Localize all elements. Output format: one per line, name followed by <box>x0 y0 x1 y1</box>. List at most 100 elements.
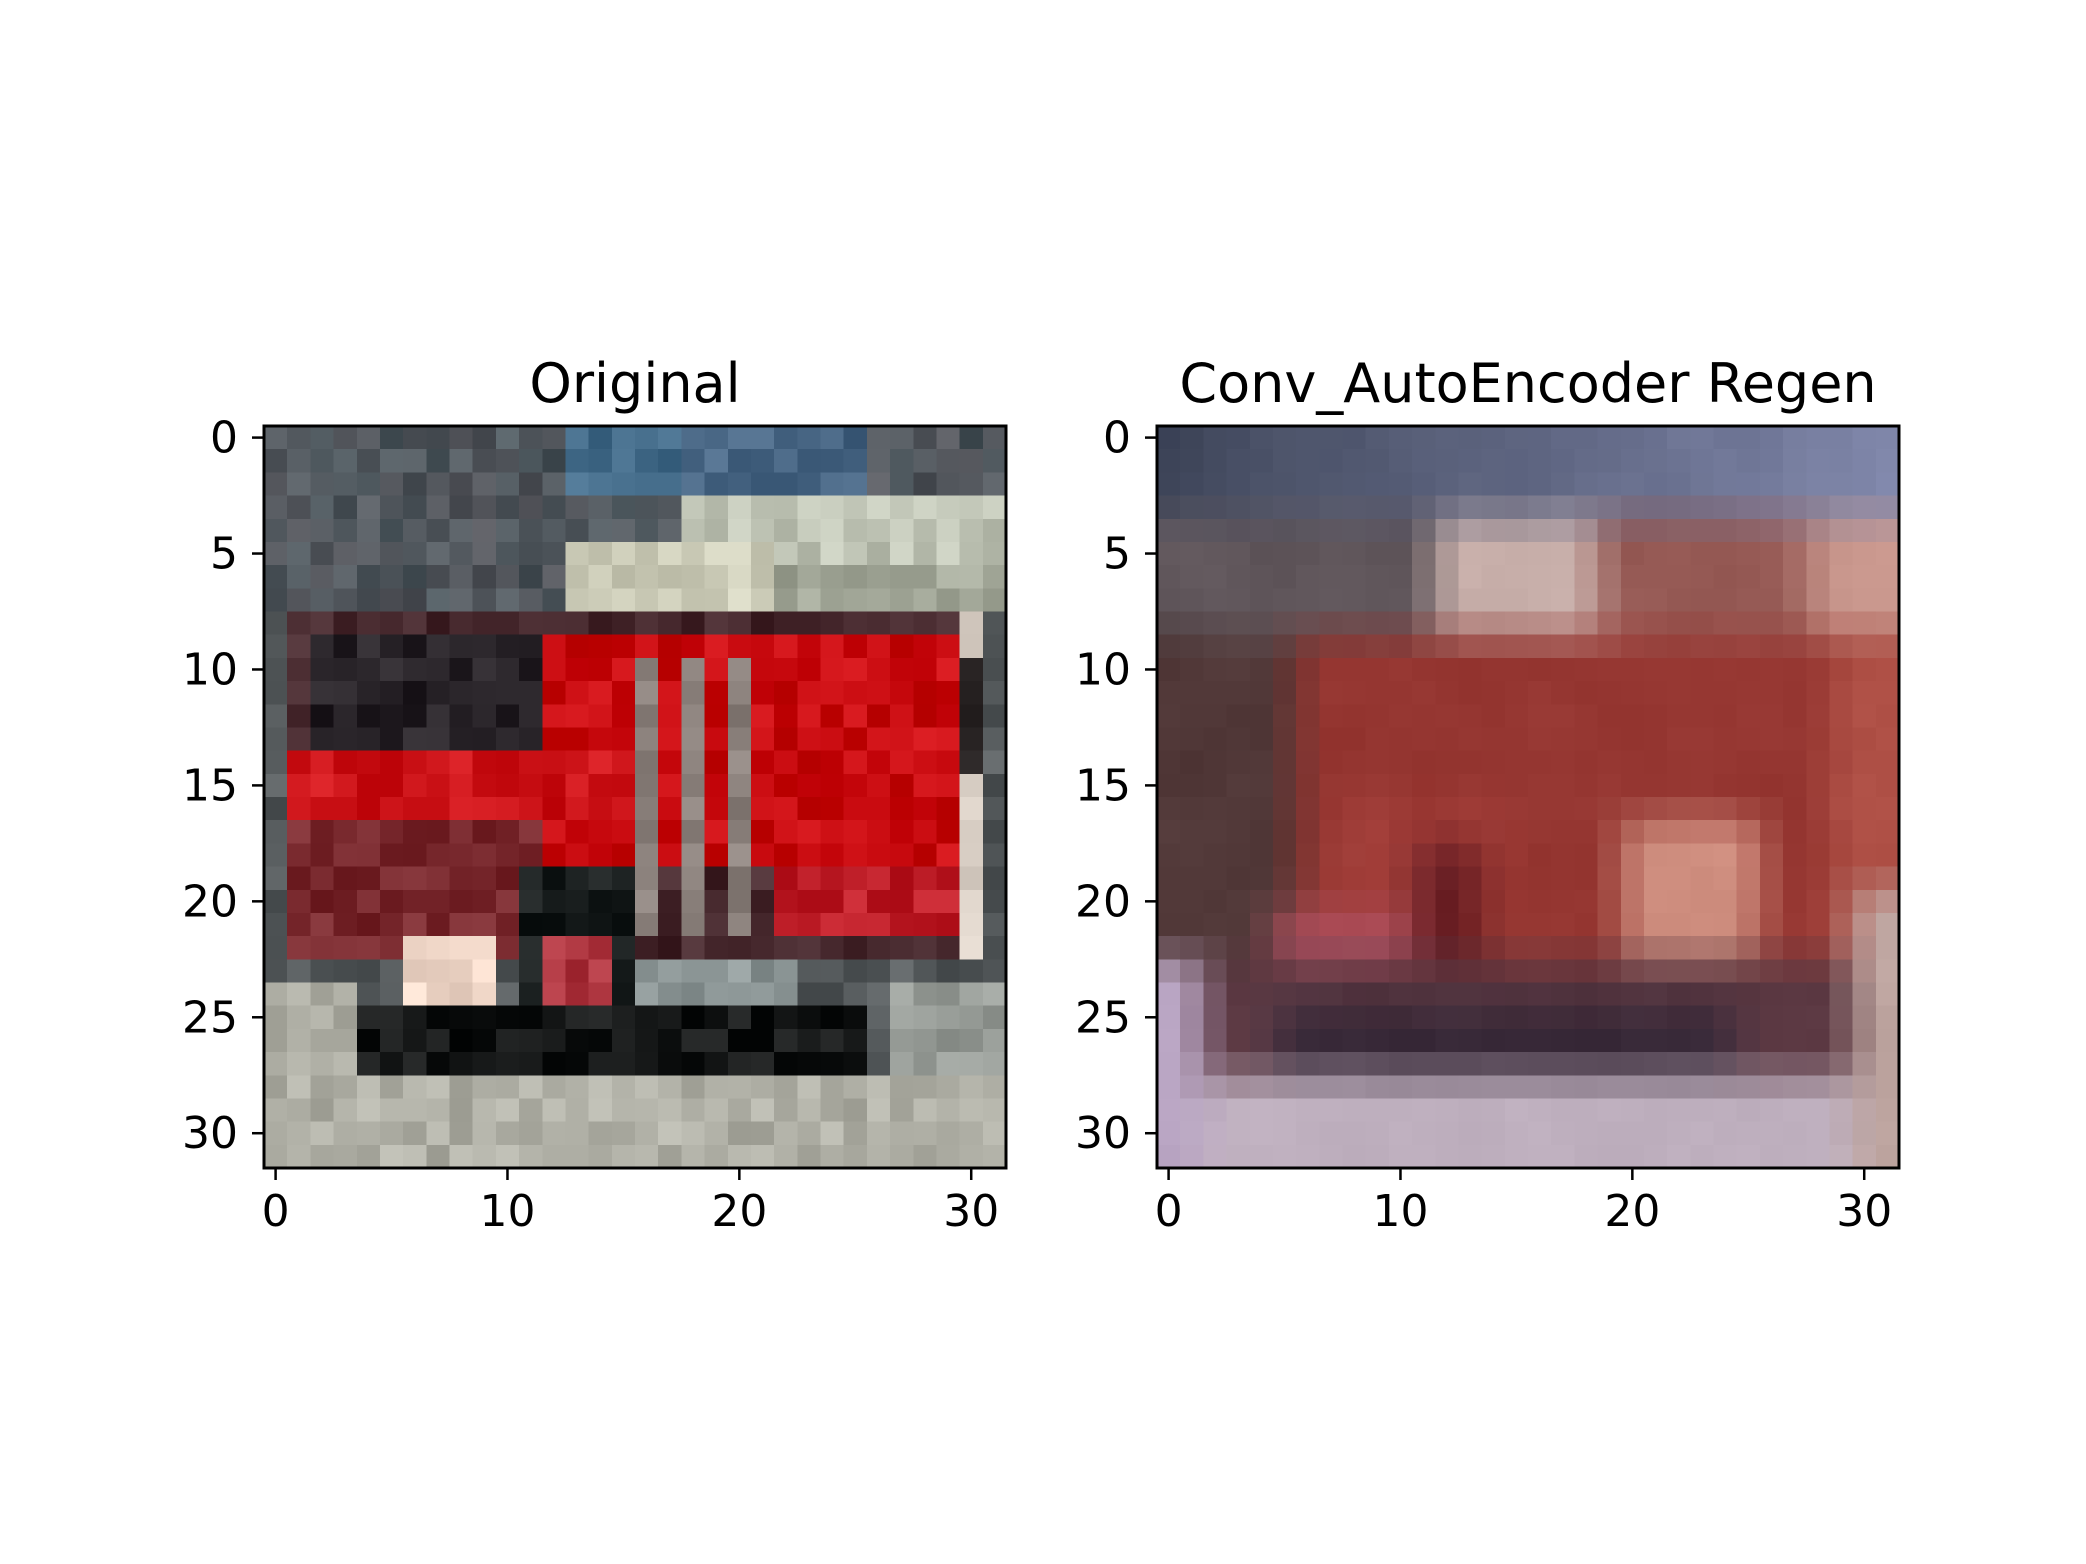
pixel <box>356 634 381 659</box>
pixel <box>1806 541 1831 566</box>
pixel <box>1551 866 1575 891</box>
pixel <box>936 472 961 497</box>
pixel <box>1481 472 1506 497</box>
pixel <box>1597 704 1622 729</box>
pixel <box>1736 704 1761 729</box>
pixel <box>1875 565 1900 589</box>
pixel <box>1388 727 1413 752</box>
pixel <box>356 866 381 891</box>
pixel <box>1365 495 1390 520</box>
pixel <box>1481 1121 1506 1146</box>
pixel <box>727 472 752 497</box>
pixel <box>1296 773 1320 798</box>
pixel <box>356 773 381 798</box>
pixel <box>1806 565 1831 589</box>
pixel <box>611 704 636 729</box>
pixel <box>1852 750 1877 775</box>
pixel <box>1551 704 1575 729</box>
y-tick-label: 0 <box>210 413 238 464</box>
pixel <box>704 518 729 543</box>
pixel <box>287 1005 311 1030</box>
pixel <box>542 889 567 914</box>
pixel <box>843 472 868 497</box>
pixel <box>890 750 914 775</box>
pixel <box>820 727 845 752</box>
pixel <box>890 1075 914 1100</box>
pixel <box>1806 1121 1831 1146</box>
pixel <box>1249 1075 1274 1100</box>
pixel <box>1272 912 1297 937</box>
pixel <box>333 936 358 960</box>
pixel <box>1690 426 1715 450</box>
pixel <box>1736 1098 1761 1123</box>
pixel <box>890 588 914 613</box>
pixel <box>472 518 497 543</box>
pixel <box>1736 611 1761 636</box>
pixel <box>1203 1121 1228 1146</box>
pixel <box>1597 1052 1622 1076</box>
pixel <box>1481 959 1506 984</box>
pixel <box>1528 541 1552 566</box>
pixel <box>1620 426 1645 450</box>
pixel <box>310 704 335 729</box>
pixel <box>1643 495 1668 520</box>
pixel <box>1690 889 1715 914</box>
pixel <box>982 541 1007 566</box>
pixel <box>379 797 404 821</box>
pixel <box>1783 657 1807 682</box>
pixel <box>565 1098 590 1123</box>
pixel <box>264 1075 288 1100</box>
pixel <box>1481 565 1506 589</box>
pixel <box>913 681 938 705</box>
pixel <box>333 750 358 775</box>
pixel <box>519 1052 543 1076</box>
pixel <box>542 634 567 659</box>
pixel <box>495 426 520 450</box>
pixel <box>1504 588 1529 613</box>
pixel <box>1829 1121 1854 1146</box>
pixel <box>1597 681 1622 705</box>
pixel <box>333 912 358 937</box>
pixel <box>403 727 427 752</box>
pixel <box>1365 518 1390 543</box>
pixel <box>1249 820 1274 844</box>
pixel <box>1435 704 1460 729</box>
pixel <box>1574 843 1599 868</box>
pixel <box>1226 820 1251 844</box>
pixel <box>1319 750 1344 775</box>
pixel <box>333 1052 358 1076</box>
pixel <box>1180 1144 1204 1169</box>
pixel <box>565 1121 590 1146</box>
pixel <box>1736 681 1761 705</box>
pixel <box>1783 889 1807 914</box>
pixel <box>866 472 891 497</box>
pixel <box>1875 1121 1900 1146</box>
pixel <box>1412 889 1436 914</box>
pixel <box>565 773 590 798</box>
pixel <box>1713 565 1738 589</box>
pixel <box>727 541 752 566</box>
pixel <box>565 634 590 659</box>
pixel <box>1249 1144 1274 1169</box>
pixel <box>1203 1144 1228 1169</box>
pixel <box>843 495 868 520</box>
pixel <box>1412 634 1436 659</box>
pixel <box>495 1121 520 1146</box>
pixel <box>635 797 659 821</box>
pixel <box>1597 750 1622 775</box>
pixel <box>1157 866 1181 891</box>
pixel <box>1829 634 1854 659</box>
pixel <box>704 588 729 613</box>
pixel <box>1829 727 1854 752</box>
pixel <box>1180 889 1204 914</box>
pixel <box>750 588 775 613</box>
pixel <box>1852 727 1877 752</box>
pixel <box>449 1144 474 1169</box>
pixel <box>913 1121 938 1146</box>
pixel <box>959 449 984 473</box>
pixel <box>588 704 613 729</box>
pixel <box>519 843 543 868</box>
pixel <box>843 704 868 729</box>
pixel <box>403 1005 427 1030</box>
pixel <box>635 565 659 589</box>
